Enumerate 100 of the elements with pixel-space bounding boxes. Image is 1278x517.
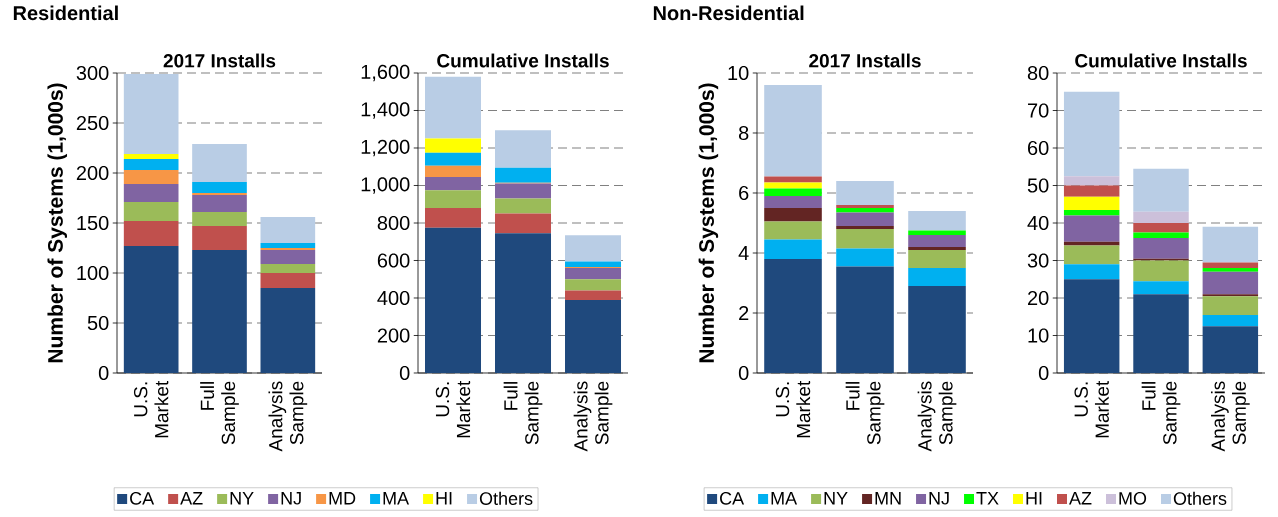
bar	[908, 250, 966, 268]
bar	[260, 273, 316, 288]
bar	[764, 221, 822, 240]
bar	[908, 230, 966, 235]
bar	[764, 196, 822, 208]
bar	[495, 198, 552, 214]
bar	[495, 233, 552, 373]
bar	[1202, 271, 1259, 295]
bar	[123, 74, 179, 154]
bar	[1063, 209, 1120, 216]
x-tick-label: Analysis Sample	[268, 381, 308, 452]
bar	[1133, 211, 1189, 223]
y-tick-label: 1,400	[361, 102, 410, 119]
bar	[565, 299, 622, 373]
bar	[836, 226, 894, 229]
bar	[123, 246, 179, 373]
bar	[260, 288, 316, 373]
bar	[764, 85, 822, 177]
y-tick-label: 1,000	[361, 177, 410, 194]
bar	[425, 76, 481, 139]
x-tick-label: U.S. Market	[775, 380, 811, 438]
y-tick-label: 1,600	[361, 64, 410, 82]
chart-title: Cumulative Installs	[437, 53, 609, 68]
y-tick-label: 100	[77, 265, 109, 281]
bar	[908, 268, 966, 286]
x-tick-label: Analysis Sample	[573, 381, 613, 452]
bar	[836, 248, 894, 267]
y-tick-label: 60	[1028, 140, 1049, 156]
bar	[764, 176, 822, 183]
legend-label: HI	[1026, 492, 1042, 505]
bar	[565, 290, 622, 300]
bar	[1133, 238, 1189, 259]
bar	[1202, 268, 1259, 272]
y-tick-label: 600	[377, 253, 410, 268]
legend-label: MO	[1119, 491, 1147, 505]
bar	[1202, 262, 1259, 268]
y-axis-title: Number of Systems (1,000s)	[47, 83, 68, 363]
legend-label: CA	[720, 491, 745, 505]
legend-label: Others	[479, 491, 533, 505]
bar	[192, 144, 247, 182]
bar	[908, 211, 966, 231]
bar	[1202, 326, 1259, 373]
text: Non-Residential	[653, 5, 804, 21]
bar	[1133, 281, 1189, 295]
y-tick-label: 0	[98, 365, 109, 381]
y-tick-label: 10	[728, 65, 749, 81]
y-tick-label: 30	[1027, 253, 1049, 268]
bar	[836, 205, 894, 208]
y-tick-label: 800	[377, 215, 410, 231]
legend-label: Others	[1173, 491, 1227, 505]
bar	[495, 167, 552, 183]
bar	[192, 212, 247, 226]
y-tick-label: 70	[1028, 103, 1049, 118]
y-tick-label: 150	[77, 215, 109, 231]
y-tick-label: 10	[1028, 328, 1049, 343]
y-tick-label: 400	[377, 290, 410, 306]
bar	[1063, 91, 1120, 177]
x-tick-label: Full Sample	[200, 381, 239, 445]
y-tick-label: 4	[738, 246, 749, 260]
x-tick-label: U.S. Market	[1074, 380, 1109, 438]
bar	[1133, 232, 1189, 238]
legend-label: AZ	[1069, 492, 1092, 505]
bar	[565, 268, 622, 280]
legend-label: CA	[130, 491, 155, 505]
bar	[1202, 296, 1259, 315]
bar	[1133, 223, 1189, 233]
legend-label: TX	[976, 492, 999, 505]
legend-label: HI	[436, 492, 452, 505]
legend-label: NJ	[281, 492, 301, 505]
bar	[123, 202, 179, 221]
bar	[425, 227, 481, 373]
bar	[836, 181, 894, 205]
legend-label: MA	[771, 492, 798, 505]
bar	[192, 195, 247, 212]
bar	[425, 138, 481, 153]
bar	[123, 184, 179, 202]
y-tick-label: 200	[76, 165, 109, 181]
y-tick-label: 80	[1027, 65, 1049, 81]
y-tick-label: 50	[87, 315, 109, 331]
y-tick-label: 0	[1038, 365, 1049, 381]
y-tick-label: 40	[1027, 215, 1049, 231]
y-tick-label: 0	[399, 365, 410, 381]
bar	[565, 235, 622, 262]
bar	[1063, 176, 1120, 186]
x-tick-label: U.S. Market	[435, 380, 471, 438]
legend-label: MD	[329, 492, 356, 505]
bar	[1063, 215, 1120, 242]
bar	[425, 208, 481, 228]
bar	[764, 188, 822, 196]
bar	[908, 247, 966, 250]
bar	[123, 154, 179, 159]
legend-label: NY	[824, 492, 848, 505]
y-tick-label: 20	[1027, 290, 1049, 306]
y-tick-label: 50	[1027, 178, 1049, 193]
bar	[1133, 260, 1189, 282]
bar	[565, 261, 622, 268]
bar	[1063, 196, 1120, 210]
legend-label: MA	[383, 492, 410, 505]
chart-title: Cumulative Installs	[1075, 53, 1247, 68]
bar	[192, 250, 247, 373]
